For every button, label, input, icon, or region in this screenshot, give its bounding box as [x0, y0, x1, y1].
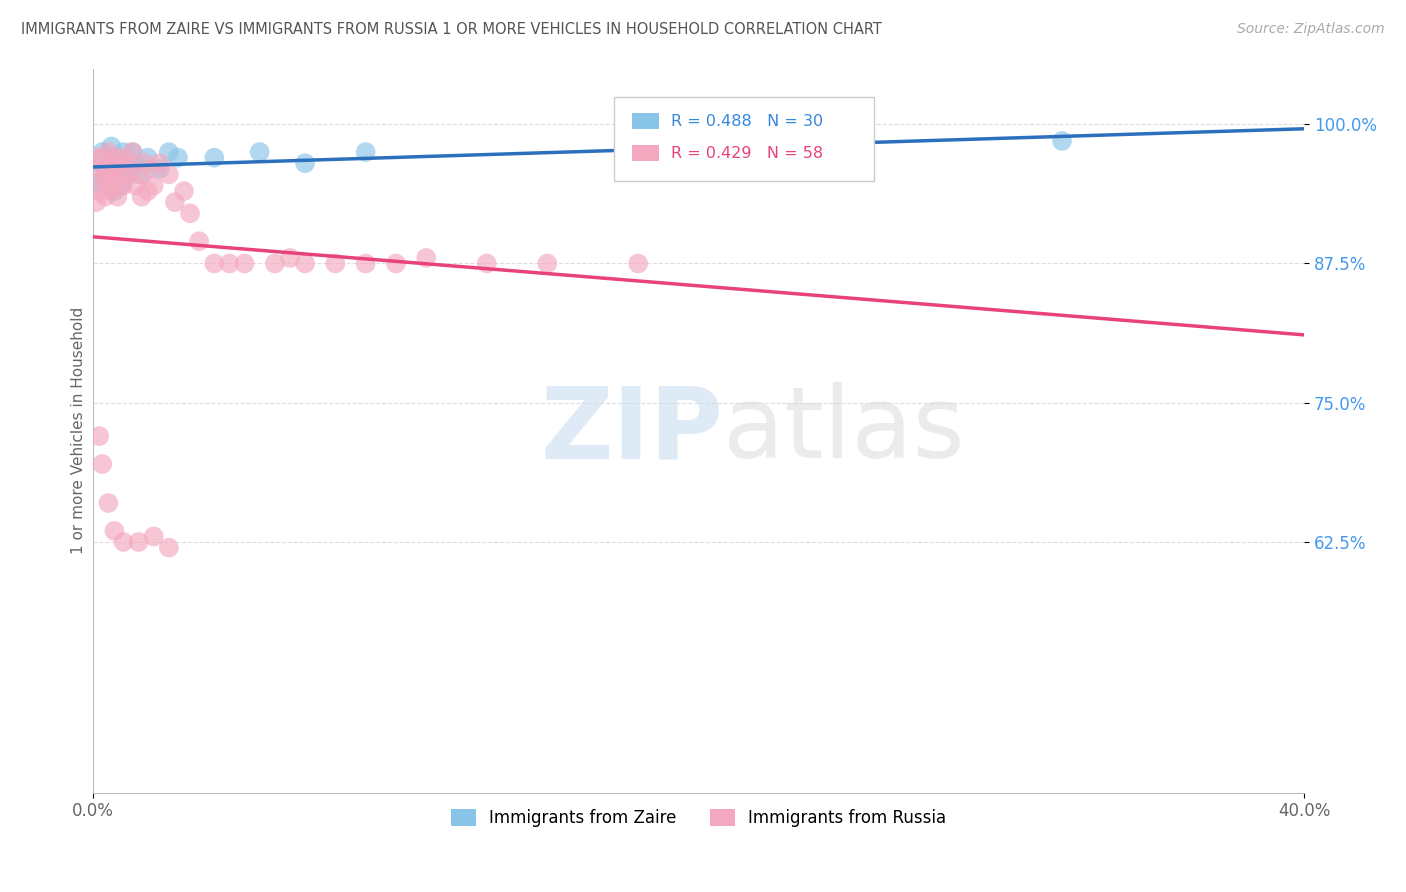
Point [139, 161, 162, 176]
Point [536, 256, 558, 270]
Point [163, 195, 186, 210]
Point [103, 151, 125, 165]
Point [354, 145, 377, 159]
Point [97, 178, 120, 193]
Point [294, 156, 316, 170]
Point [103, 161, 125, 176]
Text: Source: ZipAtlas.com: Source: ZipAtlas.com [1237, 22, 1385, 37]
Point [89, 184, 111, 198]
Point [110, 167, 132, 181]
Point [128, 535, 150, 549]
Point [218, 256, 240, 270]
Point [1050, 134, 1073, 148]
Point [142, 178, 165, 193]
Point [142, 529, 165, 543]
Point [94, 189, 117, 203]
Point [110, 156, 132, 170]
Point [167, 151, 190, 165]
Point [100, 161, 122, 176]
Point [149, 156, 172, 170]
Point [94, 167, 117, 181]
Point [107, 167, 129, 181]
Point [173, 184, 195, 198]
Point [94, 161, 117, 176]
Point [157, 167, 180, 181]
Point [97, 496, 120, 510]
Point [89, 161, 111, 176]
Point [112, 151, 135, 165]
Point [107, 189, 129, 203]
Point [188, 234, 211, 248]
Point [103, 524, 125, 538]
Text: ZIP: ZIP [540, 382, 723, 479]
Point [121, 145, 143, 159]
FancyBboxPatch shape [633, 145, 659, 161]
Point [100, 184, 122, 198]
Point [91, 173, 114, 187]
Point [97, 161, 120, 176]
Text: atlas: atlas [723, 382, 965, 479]
Point [84, 178, 107, 193]
Point [202, 151, 225, 165]
Point [107, 151, 129, 165]
Point [97, 145, 120, 159]
Point [157, 145, 180, 159]
Point [97, 167, 120, 181]
Point [131, 189, 153, 203]
Point [179, 206, 201, 220]
Point [91, 173, 114, 187]
Point [115, 156, 138, 170]
Point [124, 178, 146, 193]
Point [128, 167, 150, 181]
Point [115, 156, 138, 170]
Point [136, 184, 159, 198]
Point [84, 151, 107, 165]
Point [475, 256, 498, 270]
Point [110, 178, 132, 193]
Point [107, 178, 129, 193]
Point [263, 256, 285, 270]
Point [89, 429, 111, 443]
Point [103, 184, 125, 198]
Point [131, 167, 153, 181]
Point [118, 161, 141, 176]
Point [84, 195, 107, 210]
Point [325, 256, 347, 270]
Point [103, 173, 125, 187]
Y-axis label: 1 or more Vehicles in Household: 1 or more Vehicles in Household [72, 307, 86, 554]
Point [121, 145, 143, 159]
Point [294, 256, 316, 270]
Point [124, 156, 146, 170]
Point [249, 145, 271, 159]
Point [149, 161, 172, 176]
FancyBboxPatch shape [614, 97, 875, 181]
Point [97, 151, 120, 165]
Point [278, 251, 301, 265]
Point [89, 156, 111, 170]
Point [112, 535, 135, 549]
Point [157, 541, 180, 555]
Point [112, 173, 135, 187]
FancyBboxPatch shape [633, 113, 659, 129]
Point [233, 256, 256, 270]
Point [415, 251, 437, 265]
Point [110, 161, 132, 176]
Legend: Immigrants from Zaire, Immigrants from Russia: Immigrants from Zaire, Immigrants from R… [443, 800, 955, 835]
Point [354, 256, 377, 270]
Point [136, 151, 159, 165]
Point [112, 178, 135, 193]
Point [112, 145, 135, 159]
Text: IMMIGRANTS FROM ZAIRE VS IMMIGRANTS FROM RUSSIA 1 OR MORE VEHICLES IN HOUSEHOLD : IMMIGRANTS FROM ZAIRE VS IMMIGRANTS FROM… [21, 22, 882, 37]
Point [118, 167, 141, 181]
Point [91, 145, 114, 159]
Point [134, 156, 156, 170]
Point [91, 151, 114, 165]
Point [627, 256, 650, 270]
Text: R = 0.488   N = 30: R = 0.488 N = 30 [671, 114, 823, 128]
Point [91, 457, 114, 471]
Point [100, 139, 122, 153]
Text: R = 0.429   N = 58: R = 0.429 N = 58 [671, 145, 823, 161]
Point [202, 256, 225, 270]
Point [385, 256, 408, 270]
